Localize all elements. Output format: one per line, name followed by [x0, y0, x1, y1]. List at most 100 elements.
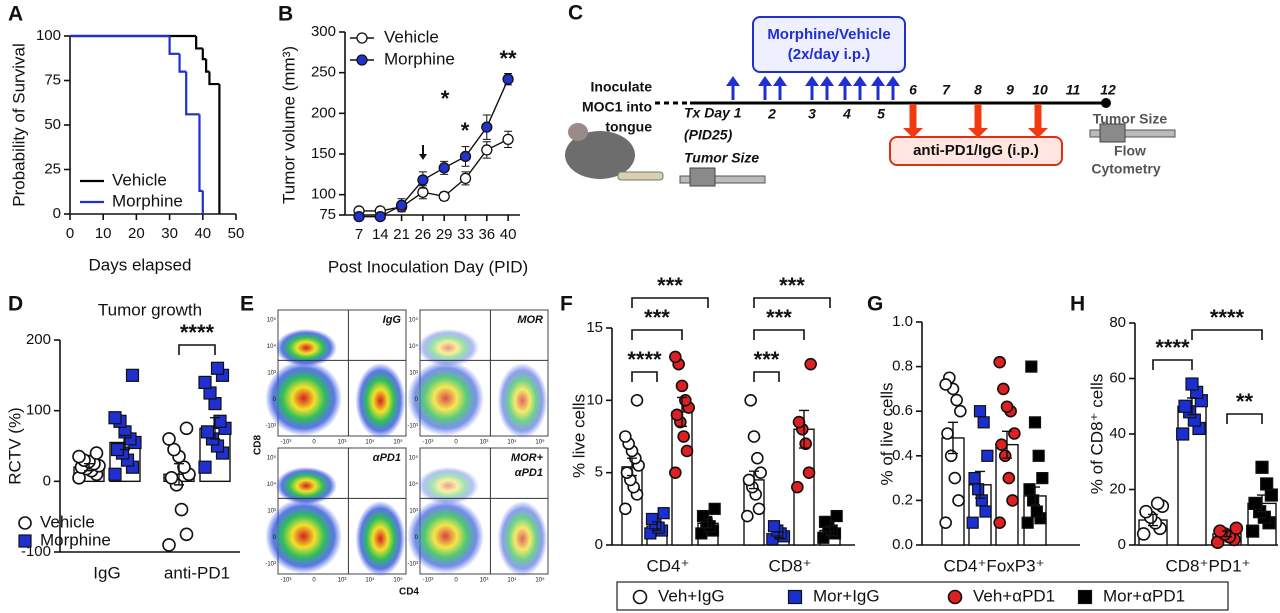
panel-label: G: [867, 293, 883, 316]
flow-tick-label: 10⁴: [409, 343, 419, 350]
flow-y-label: CD8: [253, 435, 264, 455]
day-label: 5: [877, 106, 885, 122]
flow-tick-label: 0: [312, 440, 316, 446]
significance: ****: [627, 347, 662, 372]
flow-tick-label: -10³: [265, 424, 276, 430]
error-bar: [703, 518, 713, 529]
flow-tick-label: 10⁴: [267, 481, 277, 488]
flow-tick-label: 10³: [267, 371, 276, 377]
schematic-text: Cytometry: [1091, 161, 1160, 177]
data-point: [1139, 504, 1153, 519]
timeline-end: [1101, 98, 1111, 108]
arrow-head: [838, 76, 852, 86]
data-point: [751, 451, 764, 465]
flow-tick-label: 10⁵: [535, 439, 545, 446]
y-tick-label: 25: [44, 160, 61, 177]
significance: ***: [779, 273, 805, 298]
y-axis-label: % of live cells: [877, 383, 896, 486]
significance: ****: [180, 320, 215, 345]
data-point: [799, 437, 812, 451]
flow-tick-label: 10⁵: [535, 577, 545, 584]
data-point: [162, 432, 176, 446]
data-point: [975, 494, 988, 507]
data-point: [417, 174, 429, 186]
panel-label: B: [278, 3, 293, 26]
panel-label: H: [1070, 293, 1085, 316]
data-point: [950, 393, 963, 407]
data-point: [1002, 471, 1016, 485]
data-point: [968, 472, 981, 485]
arrow-head: [805, 76, 819, 86]
arrow-head: [419, 154, 427, 160]
data-point: [972, 483, 985, 496]
data-point: [979, 505, 992, 518]
flow-tick-label: 10⁵: [409, 455, 419, 462]
data-point: [1255, 460, 1269, 474]
error-bar: [120, 434, 130, 451]
data-point: [1000, 400, 1014, 414]
density-blob: [355, 500, 406, 577]
data-point: [481, 144, 493, 156]
y-tick-label: 0: [1118, 536, 1126, 553]
data-point: [481, 121, 493, 133]
data-point: [1028, 416, 1042, 429]
error-bar: [1257, 494, 1267, 513]
y-axis-label: % of CD8⁺ cells: [1087, 374, 1106, 494]
survival-step: [198, 114, 203, 192]
data-point: [1023, 483, 1036, 496]
data-point: [1030, 505, 1043, 518]
density-blob: [417, 328, 479, 367]
flow-tick-label: 0: [312, 578, 316, 584]
data-point: [1136, 527, 1151, 541]
flow-tick-label: -10³: [423, 440, 434, 446]
data-point: [1036, 472, 1049, 485]
error-bar: [1222, 530, 1232, 538]
density-blob: [407, 360, 484, 437]
data-point: [108, 467, 122, 481]
density-blob: [497, 500, 548, 577]
data-point: [459, 172, 472, 185]
flow-tick-label: 10⁴: [365, 577, 375, 584]
data-point: [619, 430, 632, 443]
significance-bracket: [1152, 359, 1193, 370]
y-tick-label: 0: [595, 536, 603, 553]
data-point: [1176, 427, 1190, 441]
y-tick-label: 0.0: [892, 536, 913, 553]
x-tick-label: IgG: [93, 563, 120, 582]
caliper-body: [1099, 123, 1126, 143]
error-bar: [799, 409, 809, 449]
data-point: [1260, 477, 1274, 491]
x-tick-label: CD4⁺FoxP3⁺: [943, 556, 1044, 575]
day-label: 4: [842, 106, 851, 122]
density-blob: [265, 498, 342, 574]
error-bar: [948, 421, 958, 455]
gate-label: αPD1: [373, 452, 401, 464]
data-point: [997, 382, 1010, 396]
schematic-text: Tx Day 1: [684, 105, 742, 121]
data-point: [1185, 377, 1199, 391]
data-point: [179, 527, 194, 542]
flow-tick-label: 10⁵: [267, 455, 277, 462]
flow-tick-label: 10⁴: [409, 481, 419, 488]
flow-tick-label: -10³: [407, 424, 418, 430]
data-point: [752, 502, 766, 516]
significance: **: [1236, 389, 1254, 414]
data-point: [72, 449, 86, 464]
data-point: [767, 520, 781, 533]
flow-tick-label: -10³: [265, 562, 276, 568]
day-label: 10: [1032, 82, 1048, 98]
legend-marker: [18, 534, 32, 548]
antibody-box-text: anti-PD1/IgG (i.p.): [913, 142, 1039, 159]
flow-tick-label: 0: [454, 440, 458, 446]
significance: ****: [1155, 335, 1190, 360]
arrow-head: [871, 76, 885, 86]
flow-tick-label: -10³: [407, 562, 418, 568]
y-tick-label: 80: [1109, 314, 1126, 331]
error-bar: [749, 470, 759, 490]
data-point: [939, 516, 952, 530]
flow-tick-label: 10³: [480, 578, 489, 584]
data-point: [792, 415, 806, 429]
x-tick-label: anti-PD1: [164, 563, 230, 582]
data-point: [1229, 521, 1244, 536]
data-point: [657, 507, 670, 520]
